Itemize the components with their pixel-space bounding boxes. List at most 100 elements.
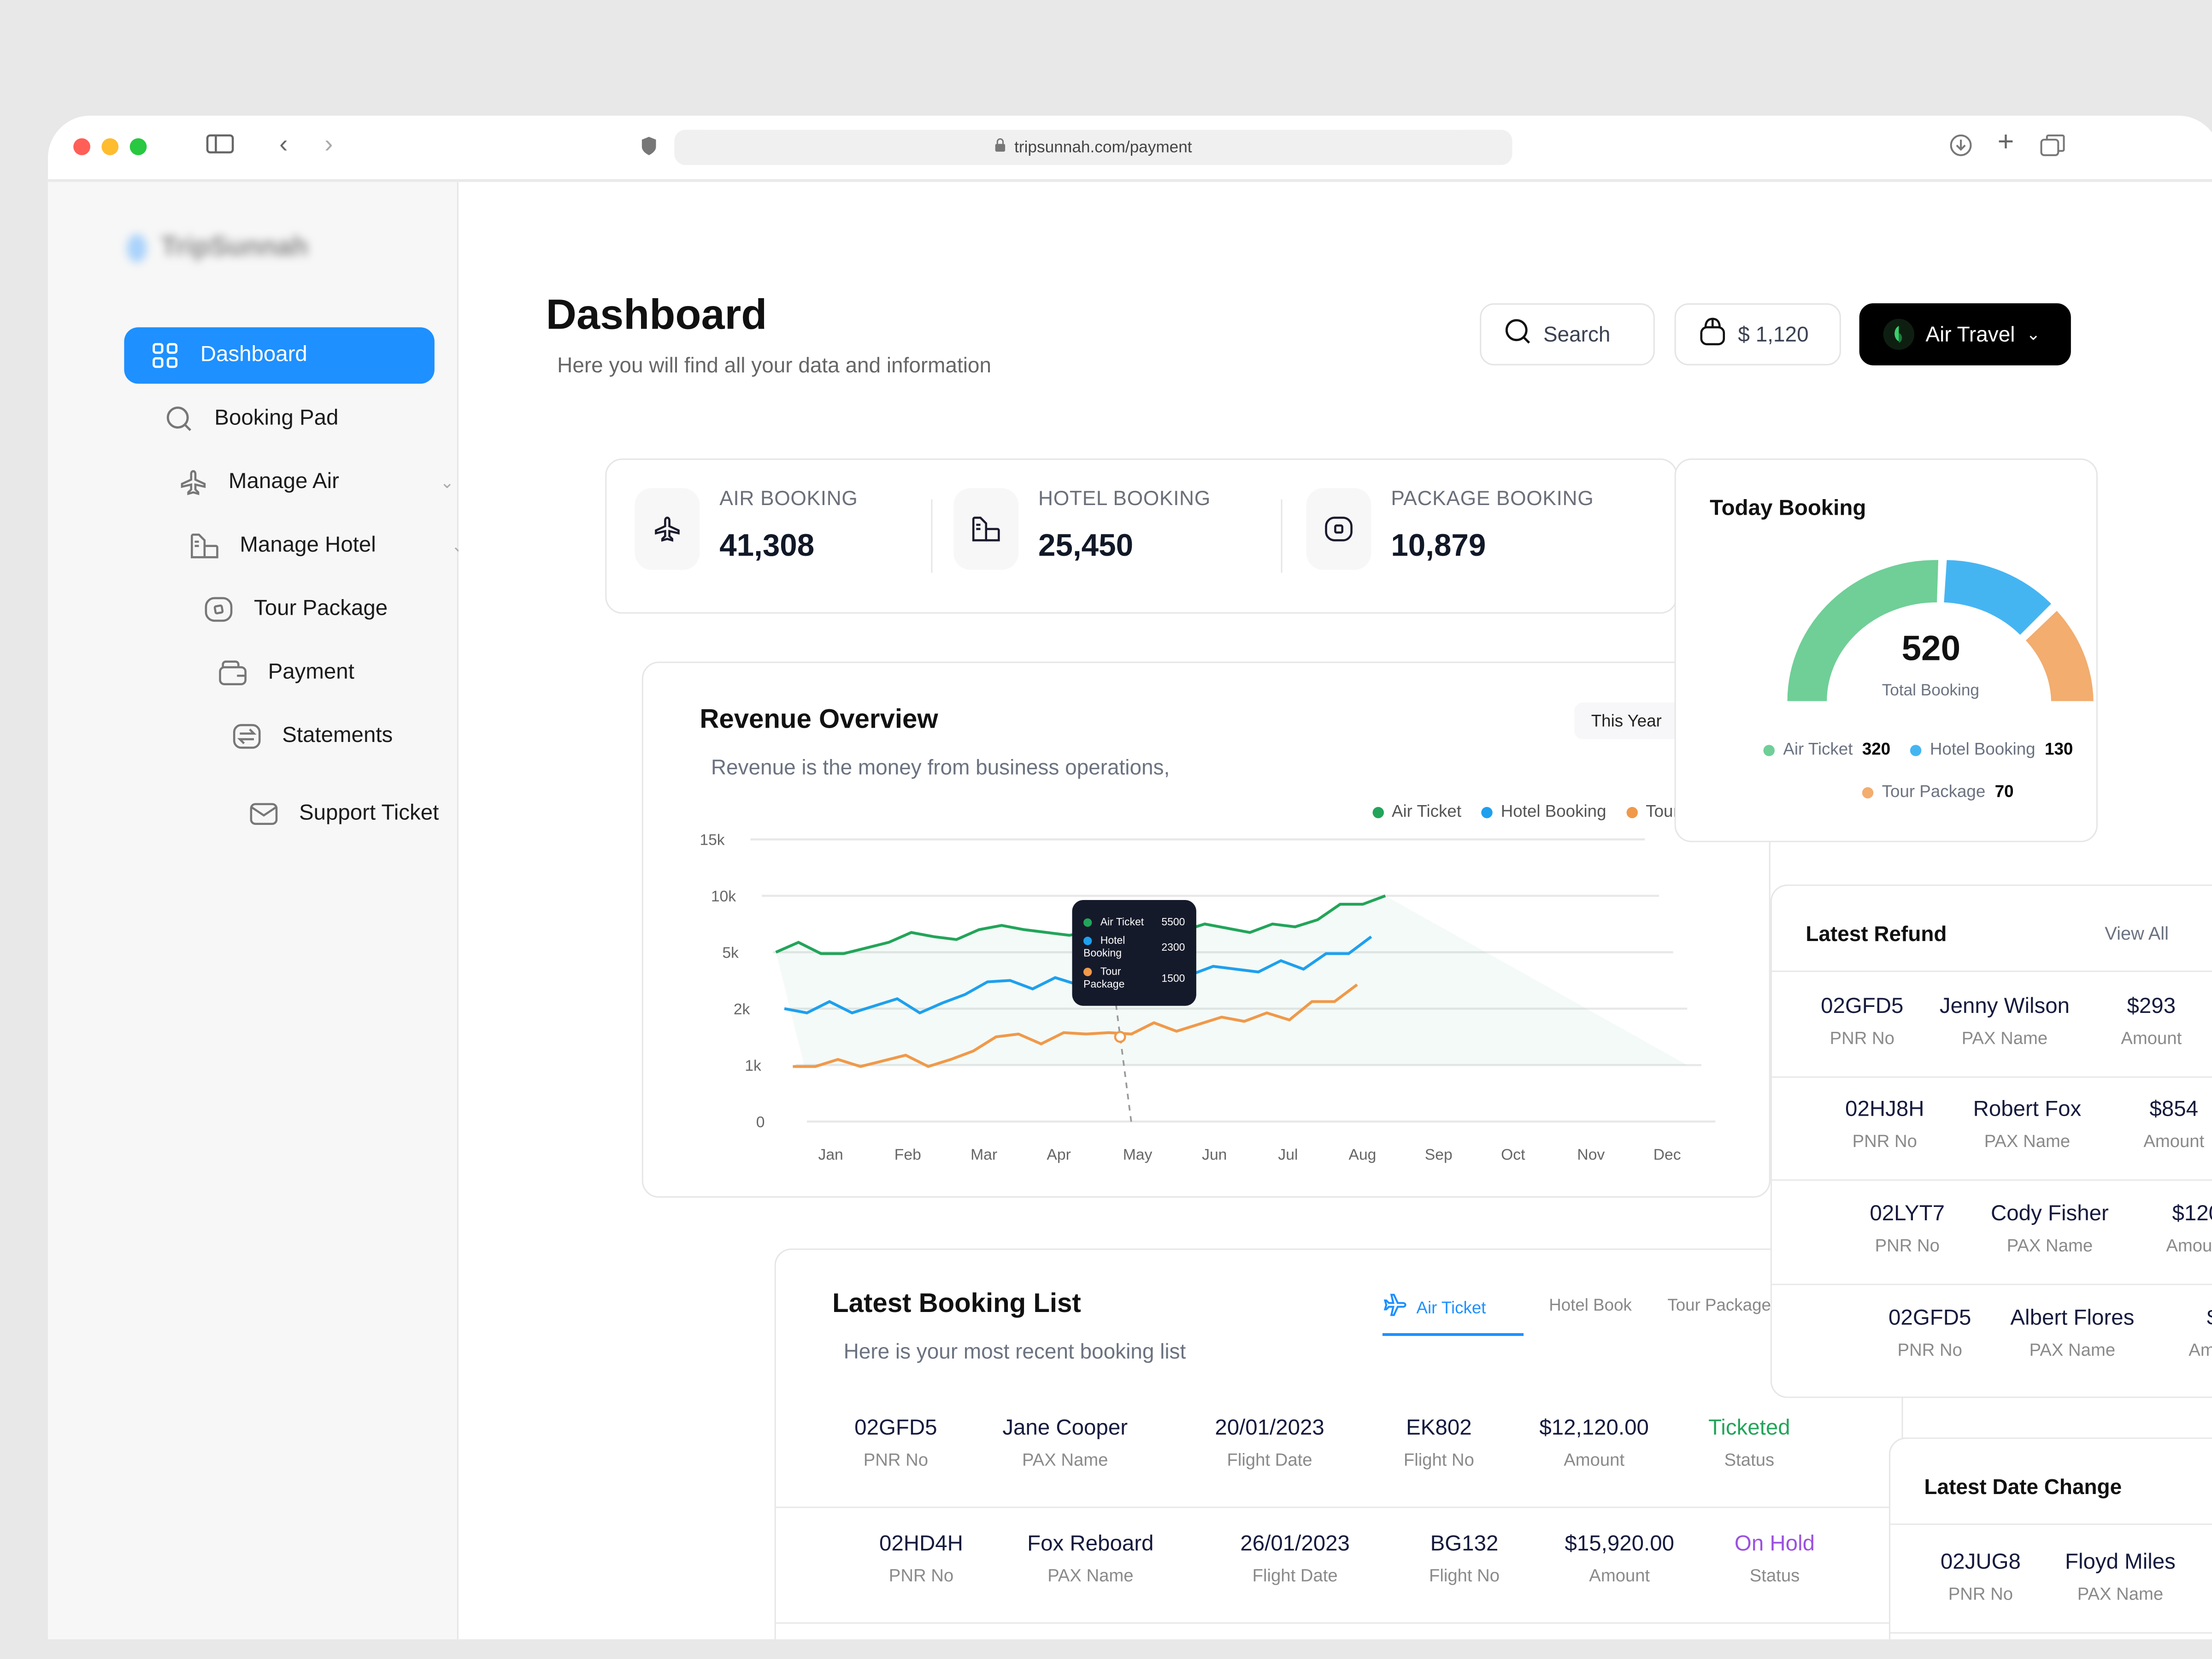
stat-value: 25,450 xyxy=(1038,527,1134,563)
booking-list-subtitle: Here is your most recent booking list xyxy=(843,1340,1186,1365)
sidebar-item-label: Tour Package xyxy=(254,596,388,621)
sidebar-item-support-ticket[interactable]: Support Ticket xyxy=(248,786,439,842)
period-label: This Year xyxy=(1591,711,1662,731)
chart-tooltip: Air Ticket 5500 Hotel Booking 2300 Tour Pa… xyxy=(1072,900,1196,1006)
sidebar-item-booking-pad[interactable]: Booking Pad xyxy=(164,391,338,447)
latest-booking-card: Latest Booking List Here is your most re… xyxy=(774,1248,1903,1640)
revenue-overview-card: Revenue Overview Revenue is the money fr… xyxy=(641,661,1771,1198)
stat-value: 10,879 xyxy=(1391,527,1486,563)
tab-tour-package[interactable]: Tour Package xyxy=(1667,1295,1771,1315)
sidebar-item-label: Manage Air xyxy=(228,470,339,494)
hotel-icon xyxy=(953,488,1019,570)
brand-name: TripSunnah xyxy=(160,233,308,263)
workspace-label: Air Travel xyxy=(1925,322,2015,347)
legend-air-ticket: Air Ticket xyxy=(1372,801,1461,821)
svg-text:Aug: Aug xyxy=(1349,1146,1377,1163)
sidebar-item-payment[interactable]: Payment ⌄ xyxy=(217,645,494,701)
back-icon[interactable]: ‹ xyxy=(279,129,288,158)
revenue-subtitle: Revenue is the money from business opera… xyxy=(711,756,1170,780)
sidebar-item-dashboard[interactable]: Dashboard xyxy=(124,327,435,384)
brand-logo[interactable]: TripSunnah xyxy=(127,233,308,264)
forward-icon[interactable]: › xyxy=(324,129,333,158)
revenue-line-chart[interactable]: 15k 10k 5k 2k 1k 0 xyxy=(700,818,1743,1171)
legend-hotel-booking: Hotel Booking xyxy=(1481,801,1606,821)
stat-label: AIR BOOKING xyxy=(719,488,858,511)
svg-text:Sep: Sep xyxy=(1425,1146,1453,1163)
sidebar-item-label: Support Ticket xyxy=(299,801,439,825)
tab-hotel-book[interactable]: Hotel Book xyxy=(1549,1295,1632,1315)
today-booking-card: Today Booking 520 Total Booking Air Tick… xyxy=(1674,458,2098,842)
balance-value: $ 1,120 xyxy=(1738,322,1809,347)
table-row[interactable]: 02GFD5 PNR No Jane Cooper PAX Name 20/01/2… xyxy=(776,1391,1902,1508)
download-icon[interactable] xyxy=(1950,134,1972,162)
total-booking-label: Total Booking xyxy=(1882,682,1980,700)
today-booking-gauge[interactable] xyxy=(1780,553,2105,722)
close-window-button[interactable] xyxy=(73,138,90,155)
stat-air-booking: AIR BOOKING 41,308 xyxy=(635,488,858,570)
search-icon xyxy=(1504,318,1532,351)
browser-window: ‹ › tripsunnah.com/payment + xyxy=(48,116,2212,1640)
sidebar-item-label: Booking Pad xyxy=(214,406,339,430)
compass-icon xyxy=(203,594,234,625)
svg-text:15k: 15k xyxy=(700,832,724,849)
total-booking-value: 520 xyxy=(1901,629,1961,669)
status-badge: Ticketed xyxy=(1708,1416,1790,1441)
sidebar-item-label: Payment xyxy=(268,660,354,684)
grid-icon xyxy=(149,340,180,371)
zoom-window-button[interactable] xyxy=(129,138,147,155)
sidebar-toggle-icon[interactable] xyxy=(206,134,234,159)
revenue-title: Revenue Overview xyxy=(700,705,938,735)
list-item[interactable]: 02GFD5 PNR No Jenny Wilson PAX Name $293 Am… xyxy=(1771,971,2212,1078)
balance-button[interactable]: $ 1,120 xyxy=(1674,303,1841,365)
view-all-link[interactable]: View All xyxy=(2105,923,2169,944)
today-booking-title: Today Booking xyxy=(1710,496,1866,521)
tabs-overview-icon[interactable] xyxy=(2040,134,2065,162)
sidebar-item-manage-air[interactable]: Manage Air ⌄ xyxy=(178,454,454,511)
svg-text:Dec: Dec xyxy=(1653,1146,1681,1163)
mail-icon xyxy=(248,799,279,830)
brand-leaf-icon xyxy=(1883,318,1915,350)
search-label: Search xyxy=(1543,322,1611,347)
sidebar: TripSunnah Dashboard Booking Pad Manage … xyxy=(48,182,508,1640)
browser-toolbar: ‹ › tripsunnah.com/payment + xyxy=(48,116,2212,182)
airplane-icon xyxy=(635,488,700,570)
sidebar-item-manage-hotel[interactable]: Manage Hotel ⌄ xyxy=(189,518,465,574)
latest-date-change-card: Latest Date Change 02JUG8 PNR No Floyd Mi… xyxy=(1888,1437,2212,1640)
tab-air-ticket[interactable]: Air Ticket xyxy=(1382,1292,1524,1336)
sidebar-item-tour-package[interactable]: Tour Package ⌄ xyxy=(203,581,480,637)
logo-mark-icon xyxy=(127,234,147,263)
date-change-title: Latest Date Change xyxy=(1924,1476,2122,1500)
airplane-icon xyxy=(1382,1292,1408,1322)
sidebar-item-label: Manage Hotel xyxy=(240,533,376,558)
search-button[interactable]: Search xyxy=(1480,303,1655,365)
wallet-icon xyxy=(217,658,248,688)
stat-label: PACKAGE BOOKING xyxy=(1391,488,1594,511)
page-subtitle: Here you will find all your data and inf… xyxy=(557,354,992,378)
wallet-icon xyxy=(1699,316,1727,353)
stat-hotel-booking: HOTEL BOOKING 25,450 xyxy=(953,488,1211,570)
stat-package-booking: PACKAGE BOOKING 10,879 xyxy=(1306,488,1594,570)
hotel-icon xyxy=(189,530,220,561)
new-tab-icon[interactable]: + xyxy=(1997,127,2014,158)
booking-list-title: Latest Booking List xyxy=(832,1289,1081,1319)
minimize-window-button[interactable] xyxy=(101,138,119,155)
table-row[interactable]: 02HD4H PNR No Fox Reboard PAX Name 26/01/2… xyxy=(776,1506,1902,1624)
svg-text:10k: 10k xyxy=(711,888,736,905)
workspace-dropdown[interactable]: Air Travel ⌄ xyxy=(1859,303,2071,365)
svg-text:Jun: Jun xyxy=(1202,1146,1227,1163)
stats-card: AIR BOOKING 41,308 HOTEL BOOKING 25,450 xyxy=(605,458,1677,614)
status-badge: On Hold xyxy=(1734,1532,1815,1556)
shield-icon[interactable] xyxy=(641,135,658,162)
chevron-down-icon: ⌄ xyxy=(440,472,454,493)
page-title: Dashboard xyxy=(546,292,767,339)
chevron-down-icon: ⌄ xyxy=(2026,324,2041,344)
list-item[interactable]: 02HJ8H PNR No Robert Fox PAX Name $854 Amou… xyxy=(1771,1075,2212,1181)
svg-text:Oct: Oct xyxy=(1501,1146,1525,1163)
address-bar[interactable]: tripsunnah.com/payment xyxy=(674,129,1512,165)
svg-text:May: May xyxy=(1123,1146,1153,1163)
sidebar-item-label: Statements xyxy=(282,724,393,748)
gauge-legend: Air Ticket 320 Hotel Booking 130 xyxy=(1763,739,2073,759)
list-item[interactable]: 02JUG8 PNR No Floyd Miles PAX Name xyxy=(1890,1524,2212,1634)
